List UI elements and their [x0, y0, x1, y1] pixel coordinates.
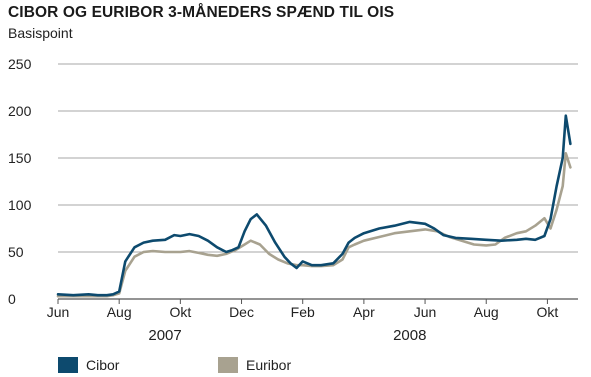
legend-swatch-euribor: [218, 357, 238, 373]
y-tick-label: 100: [8, 197, 32, 213]
y-tick-label: 150: [8, 150, 32, 166]
legend: Cibor Euribor: [58, 357, 291, 373]
y-tick-label: 50: [8, 244, 24, 260]
year-label: 2008: [393, 327, 426, 344]
x-tick-label: Apr: [353, 304, 375, 320]
chart-title: CIBOR OG EURIBOR 3-MÅNEDERS SPÆND TIL OI…: [8, 4, 395, 21]
series-lines: [56, 114, 572, 298]
x-axis: Jun Aug Okt Dec Feb Apr Jun Aug Okt 2007 2008: [47, 299, 559, 344]
legend-label-euribor: Euribor: [246, 357, 291, 373]
y-tick-label: 250: [8, 56, 32, 72]
series-line-euribor: [56, 152, 572, 298]
x-tick-label: Dec: [229, 304, 254, 320]
x-tick-label: Jun: [47, 304, 70, 320]
x-tick-label: Jun: [414, 304, 437, 320]
grid-lines: [58, 63, 578, 300]
x-tick-label: Aug: [474, 304, 499, 320]
x-tick-label: Okt: [537, 304, 559, 320]
y-tick-label: 200: [8, 103, 32, 119]
x-tick-label: Feb: [291, 304, 315, 320]
legend-label-cibor: Cibor: [86, 357, 120, 373]
y-tick-label: 0: [8, 291, 16, 307]
y-axis-label: Basispoint: [8, 25, 73, 41]
series-line-cibor: [56, 114, 572, 297]
x-tick-label: Okt: [169, 304, 191, 320]
legend-swatch-cibor: [58, 357, 78, 373]
y-tick-labels: 0 50 100 150 200 250: [8, 56, 32, 307]
year-label: 2007: [148, 327, 181, 344]
x-tick-label: Aug: [107, 304, 132, 320]
